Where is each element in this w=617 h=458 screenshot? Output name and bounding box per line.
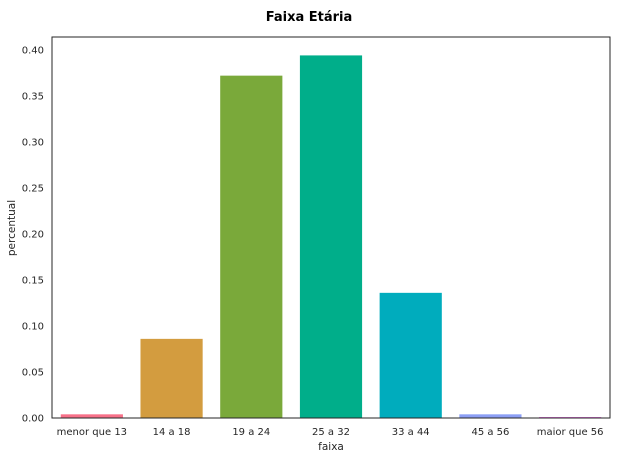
bar-1 (140, 338, 203, 418)
bar-3 (299, 55, 363, 418)
y-tick-label: 0.30 (22, 137, 44, 148)
x-tick-label: menor que 13 (57, 427, 127, 438)
x-tick-label: maior que 56 (537, 427, 604, 438)
bar-2 (220, 75, 283, 419)
x-tick-label: 25 a 32 (312, 427, 350, 438)
x-tick-label: 14 a 18 (153, 427, 191, 438)
y-tick-label: 0.00 (22, 414, 44, 425)
bar-5 (459, 414, 522, 418)
y-tick-label: 0.15 (22, 275, 44, 286)
x-tick-label: 45 a 56 (471, 427, 509, 438)
plot-frame (51, 36, 611, 419)
x-axis-label: faixa (318, 441, 344, 453)
chart-title: Faixa Etária (266, 10, 353, 25)
y-axis-ticks: 0.00 0.05 0.10 0.15 0.20 0.25 0.30 0.35 0.40 (22, 45, 44, 424)
y-tick-label: 0.10 (22, 321, 44, 332)
y-axis-label: percentual (6, 200, 18, 256)
x-axis-ticks: menor que 13 14 a 18 19 a 24 25 a 32 33 a 44… (57, 427, 604, 438)
y-tick-label: 0.40 (22, 45, 44, 56)
y-tick-label: 0.25 (22, 183, 44, 194)
bar-4 (379, 292, 442, 418)
y-tick-label: 0.35 (22, 91, 44, 102)
bar-0 (60, 414, 123, 418)
x-tick-label: 33 a 44 (392, 427, 430, 438)
y-tick-label: 0.20 (22, 229, 44, 240)
x-tick-label: 19 a 24 (232, 427, 270, 438)
bars-group (60, 55, 602, 419)
y-tick-label: 0.05 (22, 367, 44, 378)
